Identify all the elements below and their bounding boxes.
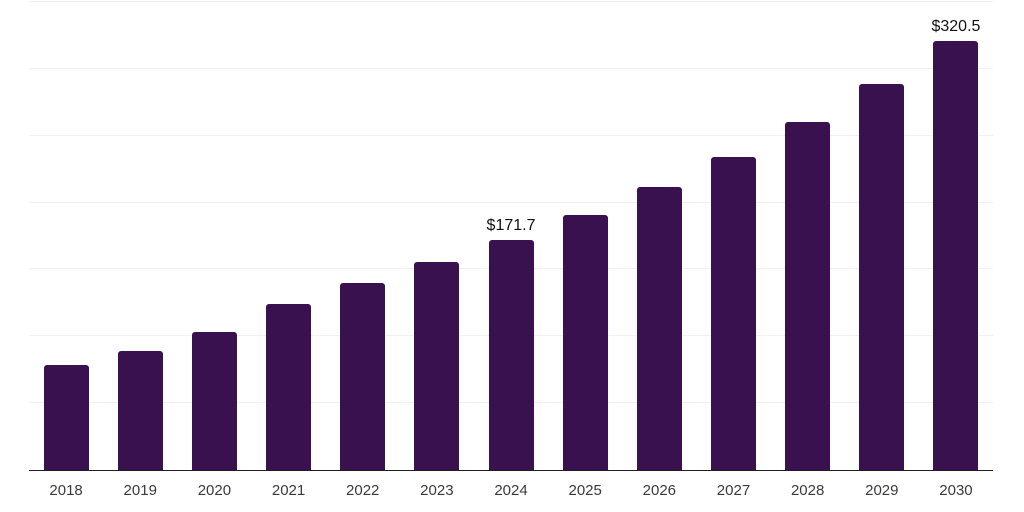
bar-cell [400,2,474,470]
x-tick-label-2023: 2023 [420,482,454,499]
bar-cell [326,2,400,470]
bar-2022 [340,283,386,470]
x-tick-label-2019: 2019 [123,482,157,499]
x-tick-label-2028: 2028 [790,482,825,499]
bar-2018 [43,365,89,470]
bar-2024 [488,240,534,470]
bar-cell [771,2,845,470]
x-tick-label-2027: 2027 [716,482,751,499]
x-tick-label-2024: 2024 [494,482,528,499]
bar-2021 [266,304,312,470]
plot-area: $171.7 $320.5 [29,1,993,470]
bar-cell: $171.7 [474,2,548,470]
bar-cell [845,2,919,470]
bar-2020 [191,332,237,470]
x-tick-label-2026: 2026 [642,482,677,499]
bar-value-label: $171.7 [486,217,536,235]
bar-2027 [710,156,756,470]
x-tick-label-2021: 2021 [271,482,306,499]
gridline [29,134,993,136]
x-tick-label-2029: 2029 [865,482,899,499]
gridline [29,201,993,203]
bar-cell [696,2,770,470]
bar-2030 [933,41,979,470]
bar-2025 [562,214,608,470]
gridline [29,1,993,2]
bar-2019 [117,351,163,470]
x-tick-label-2025: 2025 [568,482,602,499]
bar-2028 [785,121,831,470]
bar-cell [103,2,177,470]
x-tick-label-2020: 2020 [197,482,232,499]
bar-cell [29,2,103,470]
bar-2029 [859,83,905,470]
x-axis-labels: 2018 2019 2020 2021 2022 2023 2024 2025 2026 2027… [29,481,993,501]
bar-cell: $320.5 [919,2,993,470]
bars-container: $171.7 $320.5 [29,2,993,470]
bar-2026 [636,187,682,470]
bar-cell [622,2,696,470]
bar-2023 [414,262,460,470]
gridline [29,67,993,69]
bar-cell [548,2,622,470]
x-axis-line [29,470,993,472]
x-tick-label-2018: 2018 [49,482,83,499]
bar-cell [177,2,251,470]
x-tick-label-2030: 2030 [939,482,973,499]
bar-cell [251,2,325,470]
x-tick-label-2022: 2022 [346,482,380,499]
bar-value-label: $320.5 [931,18,981,36]
